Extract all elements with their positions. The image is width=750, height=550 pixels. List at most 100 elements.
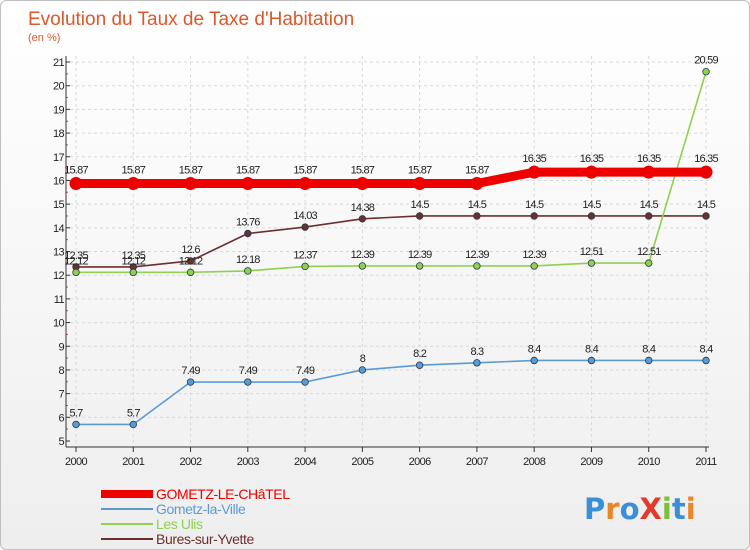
series-line-0 xyxy=(76,167,706,189)
data-label-s3-10: 14.5 xyxy=(640,199,659,211)
ytick-label-10: 10 xyxy=(53,318,65,330)
ytick-label-17: 17 xyxy=(53,152,65,164)
data-label-s0-10: 16.35 xyxy=(637,153,661,165)
point-s0-1 xyxy=(126,177,140,191)
ytick-label-13: 13 xyxy=(53,247,65,259)
point-s0-9 xyxy=(584,165,598,179)
data-label-s3-3: 13.76 xyxy=(236,216,260,228)
point-s3-3 xyxy=(244,229,252,238)
data-label-s1-7: 8.3 xyxy=(470,346,484,358)
point-s1-11 xyxy=(702,356,710,365)
xtick-label-2009: 2009 xyxy=(580,456,603,468)
grid xyxy=(70,56,709,447)
logo-i1: i xyxy=(662,492,672,526)
ytick-label-16: 16 xyxy=(53,175,65,187)
data-label-s1-8: 8.4 xyxy=(528,343,542,355)
point-s0-8 xyxy=(527,165,541,179)
data-label-s0-8: 16.35 xyxy=(522,153,546,165)
data-label-s3-6: 14.5 xyxy=(411,199,430,211)
xtick-label-2002: 2002 xyxy=(180,456,203,468)
chart-subtitle: (en %) xyxy=(28,32,60,44)
xtick-label-2011: 2011 xyxy=(695,456,717,468)
chart-title: Evolution du Taux de Taxe d'Habitation xyxy=(28,9,354,30)
point-s3-2 xyxy=(186,257,195,265)
data-label-s0-3: 15.87 xyxy=(236,165,260,177)
data-label-s3-7: 14.5 xyxy=(468,199,487,211)
data-label-s0-6: 15.87 xyxy=(408,165,432,177)
ytick-label-21: 21 xyxy=(53,57,65,69)
point-s3-9 xyxy=(587,212,596,220)
logo-text: ProXiti xyxy=(584,492,696,526)
ytick-label-19: 19 xyxy=(53,104,65,116)
ytick-label-11: 11 xyxy=(54,294,65,306)
point-s0-11 xyxy=(699,165,713,179)
data-label-s0-1: 15.87 xyxy=(122,165,146,177)
data-label-s2-2: 12.12 xyxy=(179,255,203,267)
data-label-s2-0: 12.12 xyxy=(64,255,88,267)
xtick-label-2010: 2010 xyxy=(638,456,661,468)
data-label-s3-8: 14.5 xyxy=(525,199,544,211)
point-s1-2 xyxy=(186,378,195,386)
point-s0-7 xyxy=(470,177,484,191)
data-label-s2-10: 12.51 xyxy=(637,246,661,258)
xtick-label-2003: 2003 xyxy=(237,456,260,468)
data-label-s3-0: 12.35 xyxy=(64,250,88,262)
xtick-label-2006: 2006 xyxy=(409,456,432,468)
point-s0-5 xyxy=(355,177,369,191)
series-layer xyxy=(69,68,713,429)
point-s1-6 xyxy=(415,361,424,369)
ytick-label-15: 15 xyxy=(53,199,65,211)
point-s2-2 xyxy=(186,268,195,277)
logo-r: r xyxy=(605,492,620,526)
data-label-s1-10: 8.4 xyxy=(642,343,656,355)
series-line-3 xyxy=(76,215,706,268)
data-label-s2-5: 12.39 xyxy=(351,249,375,261)
point-s1-10 xyxy=(645,356,653,365)
legend-label-2: Les Ulis xyxy=(156,516,203,532)
ytick-label-9: 9 xyxy=(58,341,64,353)
data-label-s2-3: 12.18 xyxy=(236,254,260,266)
point-s2-4 xyxy=(301,262,309,271)
point-s2-0 xyxy=(72,268,80,277)
data-label-s0-2: 15.87 xyxy=(179,165,203,177)
data-label-s1-9: 8.4 xyxy=(585,343,599,355)
point-s1-9 xyxy=(587,356,596,365)
data-label-s1-11: 8.4 xyxy=(700,343,714,355)
point-s2-8 xyxy=(530,262,538,270)
data-label-s3-4: 14.03 xyxy=(293,210,317,222)
point-s2-9 xyxy=(587,259,596,267)
data-label-s3-11: 14.5 xyxy=(697,199,716,211)
point-s0-0 xyxy=(69,177,83,191)
series-line-1 xyxy=(76,359,706,426)
data-label-s0-5: 15.87 xyxy=(351,165,375,177)
axes: 5 6 7 8 9 10 11 12 13 14 15 16 17 18 19 20 21 2000 2001 200… xyxy=(53,56,718,468)
data-label-s2-7: 12.39 xyxy=(465,249,489,261)
data-label-s2-1: 12.12 xyxy=(122,255,146,267)
data-label-s1-3: 7.49 xyxy=(239,365,258,377)
ytick-label-6: 6 xyxy=(58,412,64,424)
legend-label-0: GOMETZ-LE-CHâTEL xyxy=(156,486,290,502)
xtick-label-2000: 2000 xyxy=(65,456,88,468)
point-s0-6 xyxy=(413,177,427,191)
point-s3-5 xyxy=(358,215,367,223)
ytick-label-8: 8 xyxy=(58,365,64,377)
point-s3-8 xyxy=(530,212,538,220)
data-label-s3-1: 12.35 xyxy=(122,250,146,262)
data-label-s1-0: 5.7 xyxy=(70,407,84,419)
point-s0-3 xyxy=(241,177,255,191)
ytick-label-5: 5 xyxy=(58,436,64,448)
data-label-s1-4: 7.49 xyxy=(296,365,315,377)
point-s1-8 xyxy=(530,356,538,365)
ytick-label-20: 20 xyxy=(53,81,65,93)
data-label-s2-6: 12.39 xyxy=(408,249,432,261)
xtick-label-2004: 2004 xyxy=(294,456,317,468)
point-s1-0 xyxy=(72,420,80,429)
xtick-label-2005: 2005 xyxy=(351,456,374,468)
point-s0-2 xyxy=(184,177,198,191)
xtick-label-2007: 2007 xyxy=(466,456,489,468)
data-label-s3-5: 14.38 xyxy=(351,202,375,214)
point-s1-7 xyxy=(473,359,481,367)
legend-label-3: Bures-sur-Yvette xyxy=(156,531,254,547)
point-s0-4 xyxy=(298,177,312,191)
